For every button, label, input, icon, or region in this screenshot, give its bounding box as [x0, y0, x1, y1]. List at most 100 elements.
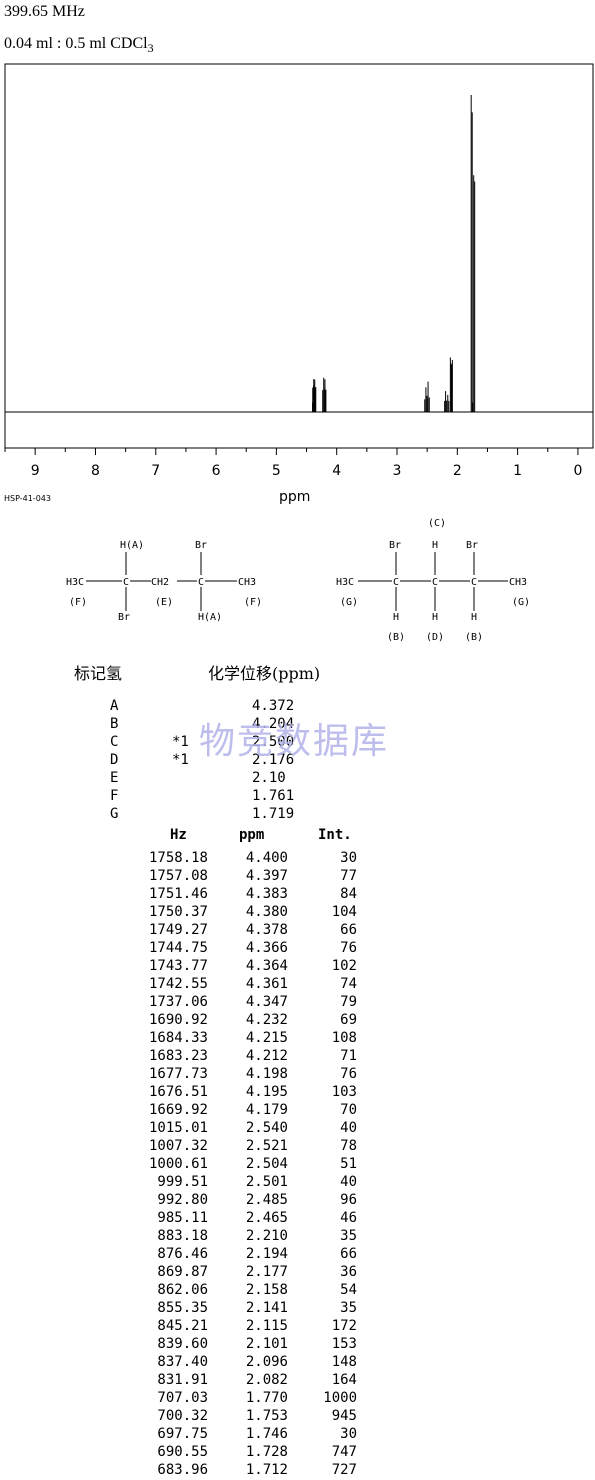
peak-ppm: 4.198 — [245, 1066, 288, 1082]
peak-ppm: 2.141 — [245, 1300, 288, 1316]
peak-int: 172 — [331, 1318, 357, 1334]
peak-int: 102 — [331, 958, 357, 974]
peak-ppm: 2.194 — [245, 1246, 288, 1262]
left-c1: C — [123, 577, 129, 588]
plot-frame — [4, 63, 594, 449]
right-label-g: (G) — [340, 597, 358, 608]
left-br-top: Br — [195, 540, 207, 551]
right-br-left: Br — [389, 540, 401, 551]
assignment-note: *1 — [172, 734, 189, 750]
right-label-g-right: (G) — [512, 597, 530, 608]
spectrum-code: HSP-41-043 — [4, 494, 51, 503]
assignment-shift: 4.372 — [252, 698, 295, 714]
peak-ppm: 1.770 — [245, 1390, 288, 1406]
x-axis-label: ppm — [279, 489, 311, 505]
left-ch2: CH2 — [151, 577, 169, 588]
left-h3c: H3C — [66, 577, 84, 588]
assignment-header-shift: 化学位移(ppm) — [208, 664, 321, 683]
peak-int: 70 — [340, 1102, 357, 1118]
x-tick-label: 6 — [212, 463, 221, 479]
peak-ppm: 4.397 — [245, 868, 288, 884]
peak-hz: 992.80 — [157, 1192, 208, 1208]
left-label-f-right: (F) — [244, 597, 262, 608]
right-h3c: H3C — [336, 577, 354, 588]
peak-hz: 999.51 — [157, 1174, 208, 1190]
peak-int: 108 — [331, 1030, 357, 1046]
peak-int: 74 — [340, 976, 357, 992]
peak-int: 54 — [340, 1282, 357, 1298]
peak-int: 40 — [340, 1120, 357, 1136]
peak-int: 103 — [331, 1084, 357, 1100]
peak-ppm: 4.215 — [245, 1030, 288, 1046]
assignment-label: G — [110, 806, 119, 822]
peak-hz: 869.87 — [157, 1264, 208, 1280]
right-c3: C — [471, 577, 477, 588]
assignment-label: B — [110, 716, 119, 732]
peak-ppm: 2.485 — [245, 1192, 288, 1208]
peak-hz: 1758.18 — [148, 850, 208, 866]
peak-ppm: 2.096 — [245, 1354, 288, 1370]
peak-hz: 845.21 — [157, 1318, 208, 1334]
peak-ppm: 2.210 — [245, 1228, 288, 1244]
peak-int: 96 — [340, 1192, 357, 1208]
assignment-label: A — [110, 698, 119, 714]
peak-hz: 831.91 — [157, 1372, 208, 1388]
peak-ppm: 2.115 — [245, 1318, 288, 1334]
peak-ppm: 4.361 — [245, 976, 288, 992]
peak-ppm: 4.378 — [245, 922, 288, 938]
peak-hz: 862.06 — [157, 1282, 208, 1298]
right-label-c: (C) — [428, 518, 446, 529]
peak-hz: 855.35 — [157, 1300, 208, 1316]
assignment-label: C — [110, 734, 119, 750]
peak-ppm: 2.504 — [245, 1156, 288, 1172]
sample-description: 0.04 ml : 0.5 ml CDCl3 — [4, 35, 154, 56]
right-h-d: H — [432, 612, 438, 623]
right-ch3: CH3 — [509, 577, 527, 588]
assignment-shift: 4.204 — [252, 716, 295, 732]
peak-int: 51 — [340, 1156, 357, 1172]
peak-hz: 985.11 — [157, 1210, 208, 1226]
peak-ppm: 4.195 — [245, 1084, 288, 1100]
peak-int: 66 — [340, 1246, 357, 1262]
assignment-header-label: 标记氢 — [74, 664, 123, 683]
peak-ppm: 1.728 — [245, 1444, 288, 1460]
peak-ppm: 2.540 — [245, 1120, 288, 1136]
peak-int: 727 — [331, 1462, 357, 1478]
sample-text: 0.04 ml : 0.5 ml CDCl — [4, 35, 148, 52]
peak-ppm: 4.364 — [245, 958, 288, 974]
peak-int: 76 — [340, 1066, 357, 1082]
peaks-layer — [312, 95, 476, 412]
x-tick-label: 8 — [91, 463, 100, 479]
peak-hz: 1684.33 — [148, 1030, 208, 1046]
peak-hz: 1690.92 — [148, 1012, 208, 1028]
sample-subscript: 3 — [147, 41, 154, 56]
assignment-shift: 2.176 — [252, 752, 295, 768]
peak-header-int: Int. — [318, 827, 352, 843]
peak-ppm: 2.082 — [245, 1372, 288, 1388]
peak-ppm: 1.753 — [245, 1408, 288, 1424]
right-label-b: (B) — [387, 632, 405, 643]
peak-hz: 1749.27 — [148, 922, 208, 938]
peak-int: 79 — [340, 994, 357, 1010]
peak-header-ppm: ppm — [239, 827, 265, 843]
peak-hz: 1677.73 — [148, 1066, 208, 1082]
peak-int: 46 — [340, 1210, 357, 1226]
peak-ppm: 4.380 — [245, 904, 288, 920]
peak-hz: 1750.37 — [148, 904, 208, 920]
structure-left: H(A) Br H3C C CH2 C CH3 (F) (E) (F) Br H… — [66, 540, 262, 623]
peak-hz: 1757.08 — [148, 868, 208, 884]
watermark: 物竞数据库 — [199, 721, 390, 762]
left-br-bottom: Br — [118, 612, 130, 623]
peak-hz: 697.75 — [157, 1426, 208, 1442]
peak-header-hz: Hz — [170, 827, 187, 843]
assignment-label: D — [110, 752, 119, 768]
x-tick-label: 3 — [393, 463, 402, 479]
x-tick-label: 4 — [332, 463, 341, 479]
peak-ppm: 2.501 — [245, 1174, 288, 1190]
peak-int: 1000 — [323, 1390, 357, 1406]
x-tick-label: 9 — [31, 463, 40, 479]
peak-int: 76 — [340, 940, 357, 956]
peak-ppm: 4.179 — [245, 1102, 288, 1118]
assignment-label: E — [110, 770, 119, 786]
right-label-d: (D) — [426, 632, 444, 643]
